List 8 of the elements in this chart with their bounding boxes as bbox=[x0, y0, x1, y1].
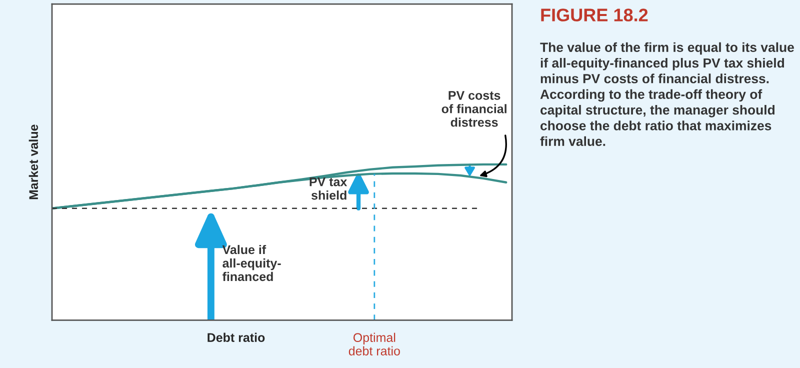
text: FIGURE 18.2 bbox=[541, 8, 648, 22]
text: PV costs of financial distress bbox=[442, 91, 506, 127]
y-axis-title: Market value bbox=[28, 124, 38, 200]
annotation: PV tax shield bbox=[310, 178, 348, 200]
x-axis-title: Debt ratio bbox=[208, 332, 265, 342]
text: Optimal debt ratio bbox=[348, 332, 400, 356]
annotation: Value if all-equity- financed bbox=[222, 244, 281, 282]
text: The value of the firm is equal to its value if all-equity-financed plus PV tax shield minus PV costs of financial distress. According to the trade-off theory of capital structure, the manager should choose the debt ratio that maximizes firm value. bbox=[540, 42, 794, 146]
